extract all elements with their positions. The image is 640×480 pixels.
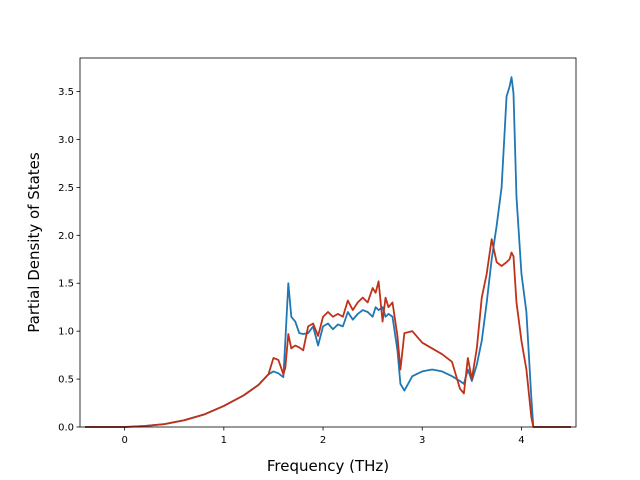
y-axis: 0.0 0.5 1.0 1.5 2.0 2.5 3.0 3.5 <box>58 87 80 434</box>
series-layer <box>84 76 572 428</box>
y-tick-label: 2.5 <box>58 183 74 194</box>
x-tick-label: 3 <box>419 435 425 446</box>
y-tick-label: 3.0 <box>58 135 74 146</box>
y-tick-label: 0.5 <box>58 375 74 386</box>
y-tick-label: 1.0 <box>58 327 74 338</box>
x-tick-label: 4 <box>518 435 524 446</box>
series-line-2 <box>84 238 572 428</box>
x-axis: 0 1 2 3 4 <box>121 427 525 446</box>
y-tick-label: 3.5 <box>58 87 74 98</box>
axes-frame <box>79 57 577 428</box>
x-tick-label: 1 <box>221 435 227 446</box>
x-tick-label: 0 <box>121 435 127 446</box>
series-line-1 <box>84 76 572 428</box>
y-tick-label: 2.0 <box>58 231 74 242</box>
y-axis-label: Partial Density of States <box>25 152 43 333</box>
x-tick-label: 2 <box>320 435 326 446</box>
x-axis-label: Frequency (THz) <box>267 457 389 475</box>
y-tick-label: 0.0 <box>58 423 74 434</box>
y-tick-label: 1.5 <box>58 279 74 290</box>
